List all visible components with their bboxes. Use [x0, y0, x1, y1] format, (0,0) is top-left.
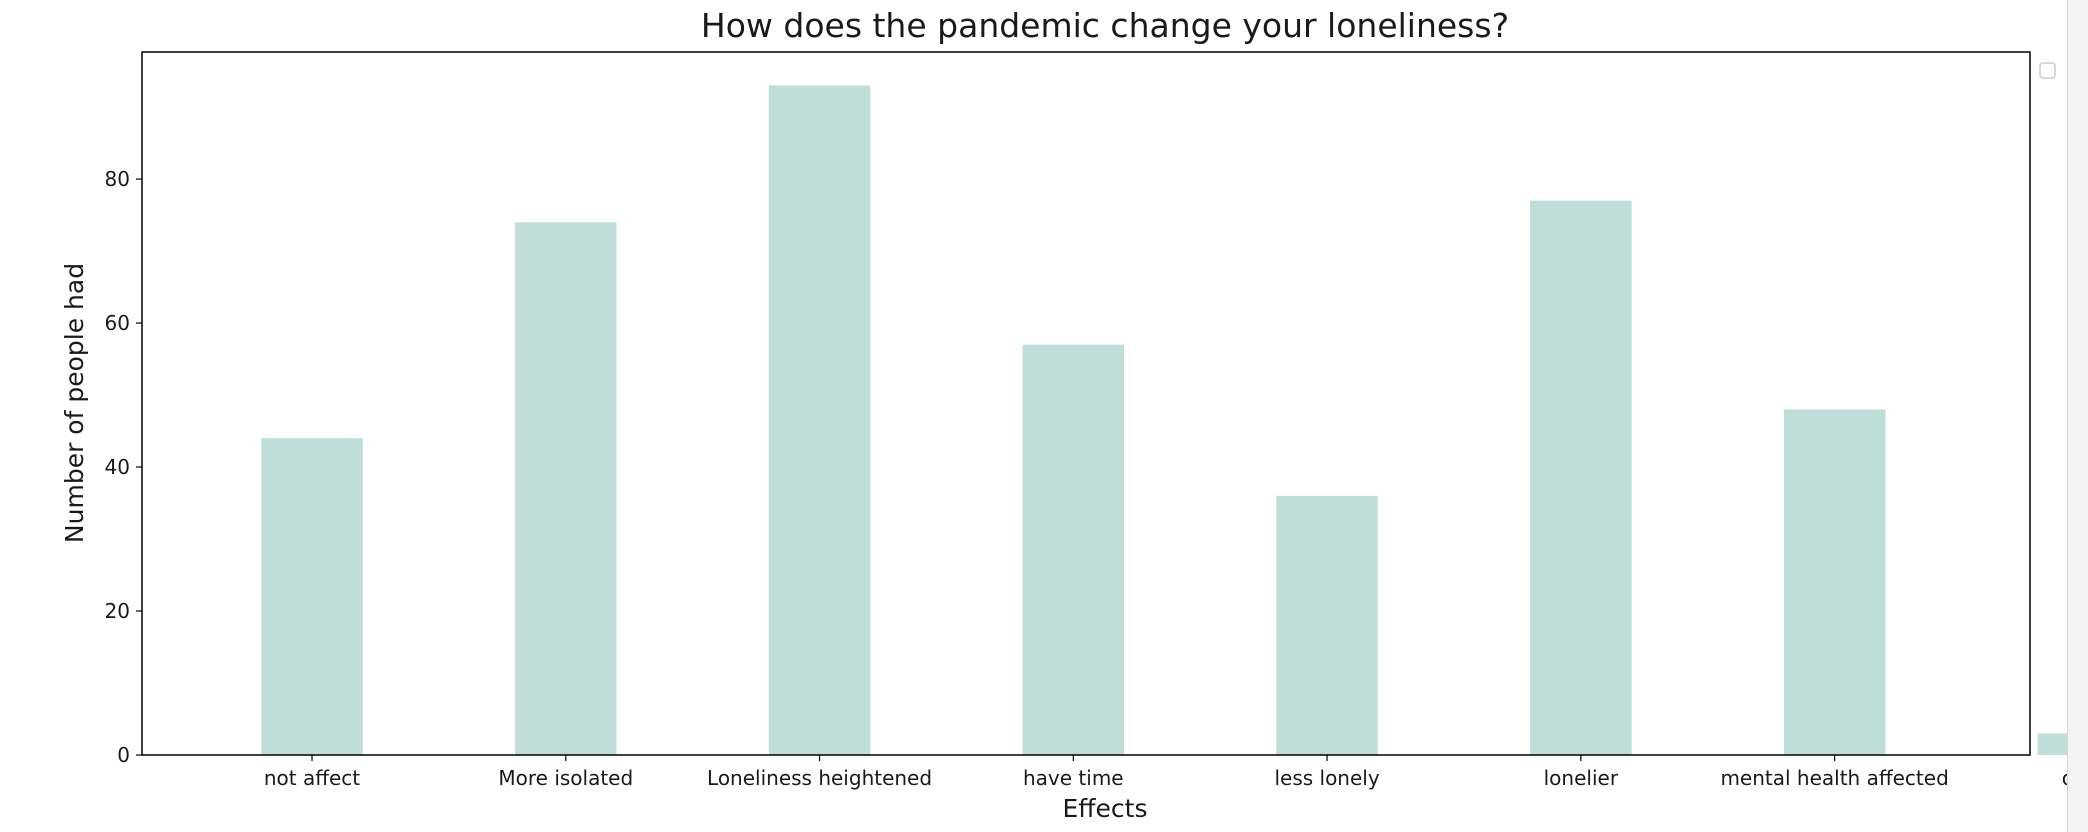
- bar-6: [1783, 409, 1886, 755]
- x-tick-label-2: Loneliness heightened: [707, 766, 932, 790]
- bar-4: [1276, 495, 1378, 755]
- bars-group: [261, 85, 2088, 755]
- chart-title: How does the pandemic change your loneli…: [701, 6, 1509, 45]
- x-axis-label: Effects: [1063, 794, 1148, 823]
- bar-0: [261, 438, 363, 755]
- bar-5: [1530, 200, 1632, 755]
- legend-box: [2039, 62, 2056, 79]
- y-tick-label-1: 20: [105, 599, 130, 623]
- bar-1: [515, 222, 617, 755]
- x-tick-label-0: not affect: [264, 766, 360, 790]
- x-tick-label-5: lonelier: [1544, 766, 1619, 790]
- plot-frame: [141, 51, 2031, 756]
- bar-2: [768, 85, 871, 755]
- x-tick-label-3: have time: [1023, 766, 1124, 790]
- x-axis: not affect More isolated Loneliness height…: [264, 755, 2088, 790]
- y-axis-label: Number of people had: [60, 263, 89, 543]
- y-axis: 0 20 40 60 80: [105, 167, 142, 767]
- x-tick-label-1: More isolated: [498, 766, 633, 790]
- y-tick-label-4: 80: [105, 167, 130, 191]
- y-tick-label-3: 60: [105, 311, 130, 335]
- y-tick-label-2: 40: [105, 455, 130, 479]
- scrollbar[interactable]: [2067, 0, 2088, 832]
- x-tick-label-4: less lonely: [1274, 766, 1379, 790]
- y-tick-label-0: 0: [117, 743, 130, 767]
- x-tick-label-6: mental health affected: [1720, 766, 1948, 790]
- bar-3: [1022, 344, 1125, 755]
